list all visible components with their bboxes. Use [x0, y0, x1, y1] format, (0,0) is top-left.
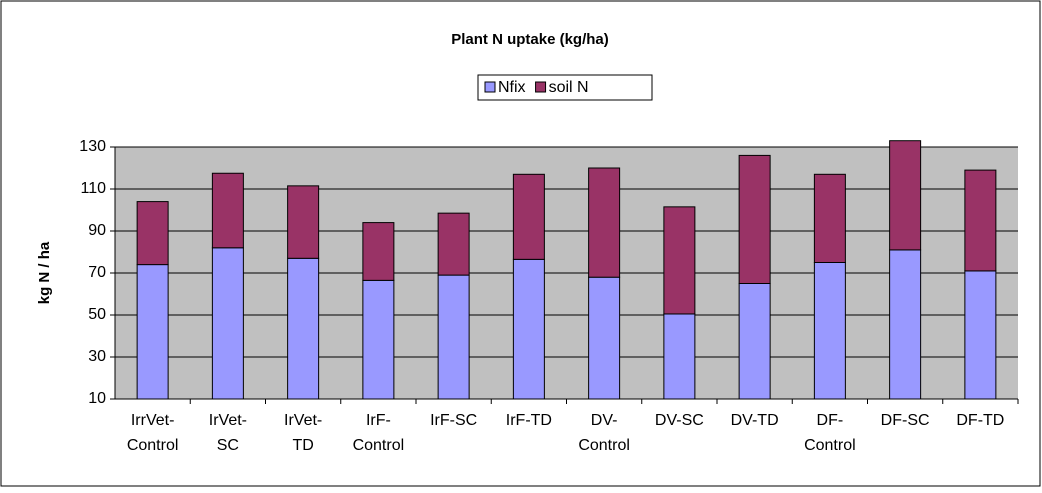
bar-segment — [211, 247, 244, 400]
y-tick-label: 50 — [88, 306, 106, 323]
x-tick-label: IrF-Control — [353, 412, 405, 454]
bar-segment — [889, 140, 922, 251]
bar-segment — [287, 257, 320, 400]
bar-segment — [588, 167, 621, 278]
bar-segment — [588, 276, 621, 400]
bar-segment — [512, 173, 545, 260]
bar-segment — [512, 258, 545, 400]
bar-segment — [813, 173, 846, 263]
bar-segment — [362, 222, 395, 281]
bar-segment — [211, 172, 244, 249]
y-tick-label: 90 — [88, 222, 106, 239]
bar-segment — [136, 264, 169, 400]
x-tick-label: IrVet-SC — [209, 412, 247, 454]
bar-segment — [738, 283, 771, 400]
x-tick-label: DV-SC — [655, 412, 704, 429]
x-tick-label: DF-TD — [956, 412, 1004, 429]
legend-swatch — [484, 81, 496, 93]
bar-segment — [136, 201, 169, 266]
bar-segment — [362, 279, 395, 400]
legend-box — [477, 74, 653, 101]
y-tick-label: 110 — [80, 180, 106, 197]
y-tick-label: 70 — [88, 264, 106, 281]
x-tick-label: DF-Control — [804, 412, 856, 454]
x-tick-label: IrF-TD — [506, 412, 552, 429]
legend-swatch — [535, 81, 547, 93]
bar-segment — [663, 206, 696, 315]
x-tick-label: IrF-SC — [430, 412, 477, 429]
bar-segment — [738, 154, 771, 284]
bar-segment — [813, 262, 846, 400]
x-tick-label: DV-Control — [578, 412, 630, 454]
y-tick-label: 10 — [88, 390, 106, 407]
bar-segment — [663, 313, 696, 400]
bar-segment — [889, 249, 922, 400]
legend-label: soil N — [549, 79, 589, 96]
chart-title: Plant N uptake (kg/ha) — [451, 31, 609, 48]
x-tick-label: DV-TD — [731, 412, 779, 429]
bar-segment — [437, 212, 470, 276]
x-tick-label: DF-SC — [881, 412, 930, 429]
y-tick-label: 130 — [79, 138, 106, 155]
y-axis-label: kg N / ha — [36, 241, 53, 304]
bar-segment — [964, 169, 997, 272]
bar-segment — [287, 185, 320, 259]
bar-segment — [964, 270, 997, 400]
y-tick-label: 30 — [88, 348, 106, 365]
x-tick-label: IrVet-TD — [284, 412, 322, 454]
x-tick-label: IrrVet-Control — [127, 412, 179, 454]
bar-segment — [437, 274, 470, 400]
legend-label: Nfix — [498, 79, 526, 96]
